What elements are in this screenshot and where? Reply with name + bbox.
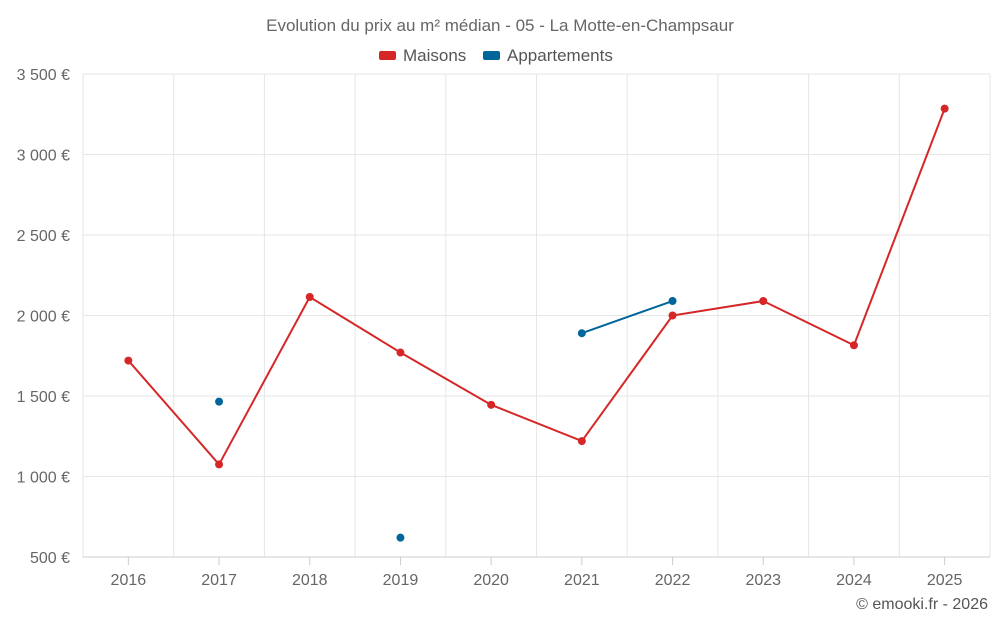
- x-tick-label: 2018: [292, 572, 328, 589]
- y-tick-label: 500 €: [30, 550, 70, 567]
- legend: Maisons Appartements: [379, 46, 613, 65]
- series-maisons: [124, 104, 949, 469]
- x-axis: 2016 2017 2018 2019 2020 2021 2022 2023 2024 2025: [83, 556, 990, 589]
- x-tick-label: 2020: [473, 572, 509, 589]
- x-tick-label: 2023: [745, 572, 781, 589]
- y-tick-label: 2 000 €: [17, 309, 70, 326]
- data-point-maisons[interactable]: [668, 311, 677, 320]
- data-point-maisons[interactable]: [577, 437, 586, 446]
- chart-title: Evolution du prix au m² médian - 05 - La…: [266, 16, 734, 35]
- legend-label-maisons[interactable]: Maisons: [403, 46, 466, 65]
- y-tick-label: 2 500 €: [17, 228, 70, 245]
- data-point-maisons[interactable]: [487, 400, 496, 409]
- data-point-maisons[interactable]: [396, 348, 405, 357]
- x-tick-label: 2019: [383, 572, 419, 589]
- series-appartements: [215, 297, 677, 542]
- legend-label-appartements[interactable]: Appartements: [507, 46, 613, 65]
- x-tick-label: 2016: [111, 572, 147, 589]
- y-tick-label: 1 000 €: [17, 470, 70, 487]
- data-point-maisons[interactable]: [305, 292, 314, 301]
- legend-swatch-appartements[interactable]: [483, 51, 500, 60]
- x-tick-label: 2022: [655, 572, 691, 589]
- x-tick-label: 2021: [564, 572, 600, 589]
- data-point-maisons[interactable]: [759, 297, 768, 306]
- series-line-maisons: [127, 108, 946, 467]
- grid: [82, 73, 991, 557]
- x-tick-label: 2017: [201, 572, 237, 589]
- credit-label: © emooki.fr - 2026: [856, 596, 988, 613]
- series: [124, 104, 949, 542]
- x-tick-label: 2025: [927, 572, 963, 589]
- data-point-appartements[interactable]: [215, 397, 224, 406]
- data-point-maisons[interactable]: [215, 460, 224, 469]
- y-tick-label: 3 000 €: [17, 148, 70, 165]
- series-line-appartements: [581, 300, 673, 335]
- legend-swatch-maisons[interactable]: [379, 51, 396, 60]
- data-point-maisons[interactable]: [940, 104, 949, 113]
- x-tick-label: 2024: [836, 572, 872, 589]
- y-tick-label: 3 500 €: [17, 67, 70, 84]
- data-point-maisons[interactable]: [124, 356, 133, 365]
- data-point-appartements[interactable]: [577, 329, 586, 338]
- data-point-maisons[interactable]: [849, 341, 858, 350]
- y-axis: 500 € 1 000 € 1 500 € 2 000 € 2 500 € 3 000 €…: [17, 67, 70, 567]
- y-tick-label: 1 500 €: [17, 389, 70, 406]
- data-point-appartements[interactable]: [396, 533, 405, 542]
- data-point-appartements[interactable]: [668, 297, 677, 306]
